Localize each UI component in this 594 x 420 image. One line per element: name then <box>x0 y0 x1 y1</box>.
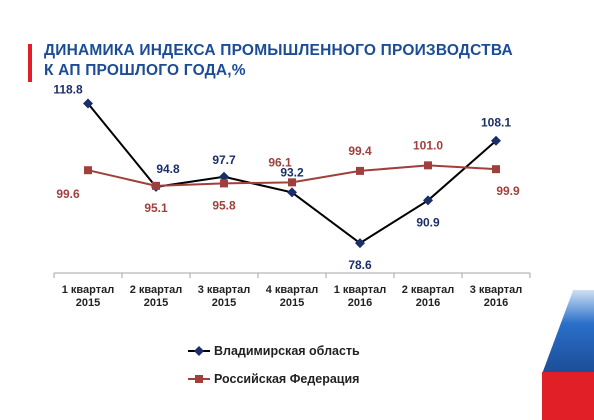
legend-swatch-vladimir <box>188 346 210 356</box>
title-accent-bar <box>28 44 32 82</box>
data-point-marker <box>491 135 501 146</box>
data-point-marker <box>219 171 229 182</box>
x-tick-label: 2015 <box>144 297 168 309</box>
x-tick-label: 1 квартал <box>62 284 114 296</box>
data-point-marker <box>220 179 228 188</box>
x-tick-label: 2016 <box>416 297 440 309</box>
data-label: 90.9 <box>416 215 440 229</box>
x-tick-label: 4 квартал <box>266 284 318 296</box>
data-label: 101.0 <box>413 138 443 152</box>
chart-legend: Владимирская область Российская Федераци… <box>188 340 360 396</box>
data-label: 95.8 <box>212 198 236 212</box>
x-tick-label: 1 квартал <box>334 284 386 296</box>
data-point-marker <box>424 161 432 170</box>
data-point-marker <box>492 165 500 174</box>
data-label: 118.8 <box>53 83 83 97</box>
decorative-corner-red <box>542 372 594 420</box>
data-point-marker <box>84 166 92 175</box>
x-tick-label: 2 квартал <box>402 284 454 296</box>
legend-label-vladimir: Владимирская область <box>214 344 360 358</box>
data-label: 99.9 <box>496 184 520 198</box>
x-tick-label: 3 квартал <box>470 284 522 296</box>
legend-item-russia: Российская Федерация <box>188 368 360 390</box>
data-label: 94.8 <box>156 162 180 176</box>
x-tick-label: 2 квартал <box>130 284 182 296</box>
x-tick-label: 2015 <box>212 297 236 309</box>
data-label: 108.1 <box>481 116 511 130</box>
data-label: 93.2 <box>280 165 304 179</box>
x-tick-label: 2016 <box>348 297 372 309</box>
legend-swatch-russia <box>188 375 210 383</box>
data-point-marker <box>288 178 296 187</box>
data-point-marker <box>83 98 93 109</box>
title-line-1: ДИНАМИКА ИНДЕКСА ПРОМЫШЛЕННОГО ПРОИЗВОДС… <box>44 42 513 59</box>
x-tick-label: 3 квартал <box>198 284 250 296</box>
data-label: 99.4 <box>348 144 372 158</box>
legend-label-russia: Российская Федерация <box>214 372 360 386</box>
data-label: 99.6 <box>56 187 80 201</box>
data-point-marker <box>423 195 433 206</box>
data-point-marker <box>287 187 297 198</box>
data-point-marker <box>152 181 160 190</box>
data-point-marker <box>355 238 365 249</box>
title-line-2: К АП ПРОШЛОГО ГОДА,% <box>44 62 246 79</box>
data-label: 96.1 <box>268 155 292 169</box>
x-tick-label: 2015 <box>280 297 304 309</box>
x-tick-label: 2016 <box>484 297 508 309</box>
data-label: 97.7 <box>212 153 236 167</box>
page-title: ДИНАМИКА ИНДЕКСА ПРОМЫШЛЕННОГО ПРОИЗВОДС… <box>44 41 564 81</box>
data-point-marker <box>356 166 364 175</box>
legend-item-vladimir: Владимирская область <box>188 340 360 362</box>
data-label: 78.6 <box>348 258 372 272</box>
x-tick-label: 2015 <box>76 297 100 309</box>
data-label: 95.1 <box>144 201 168 215</box>
